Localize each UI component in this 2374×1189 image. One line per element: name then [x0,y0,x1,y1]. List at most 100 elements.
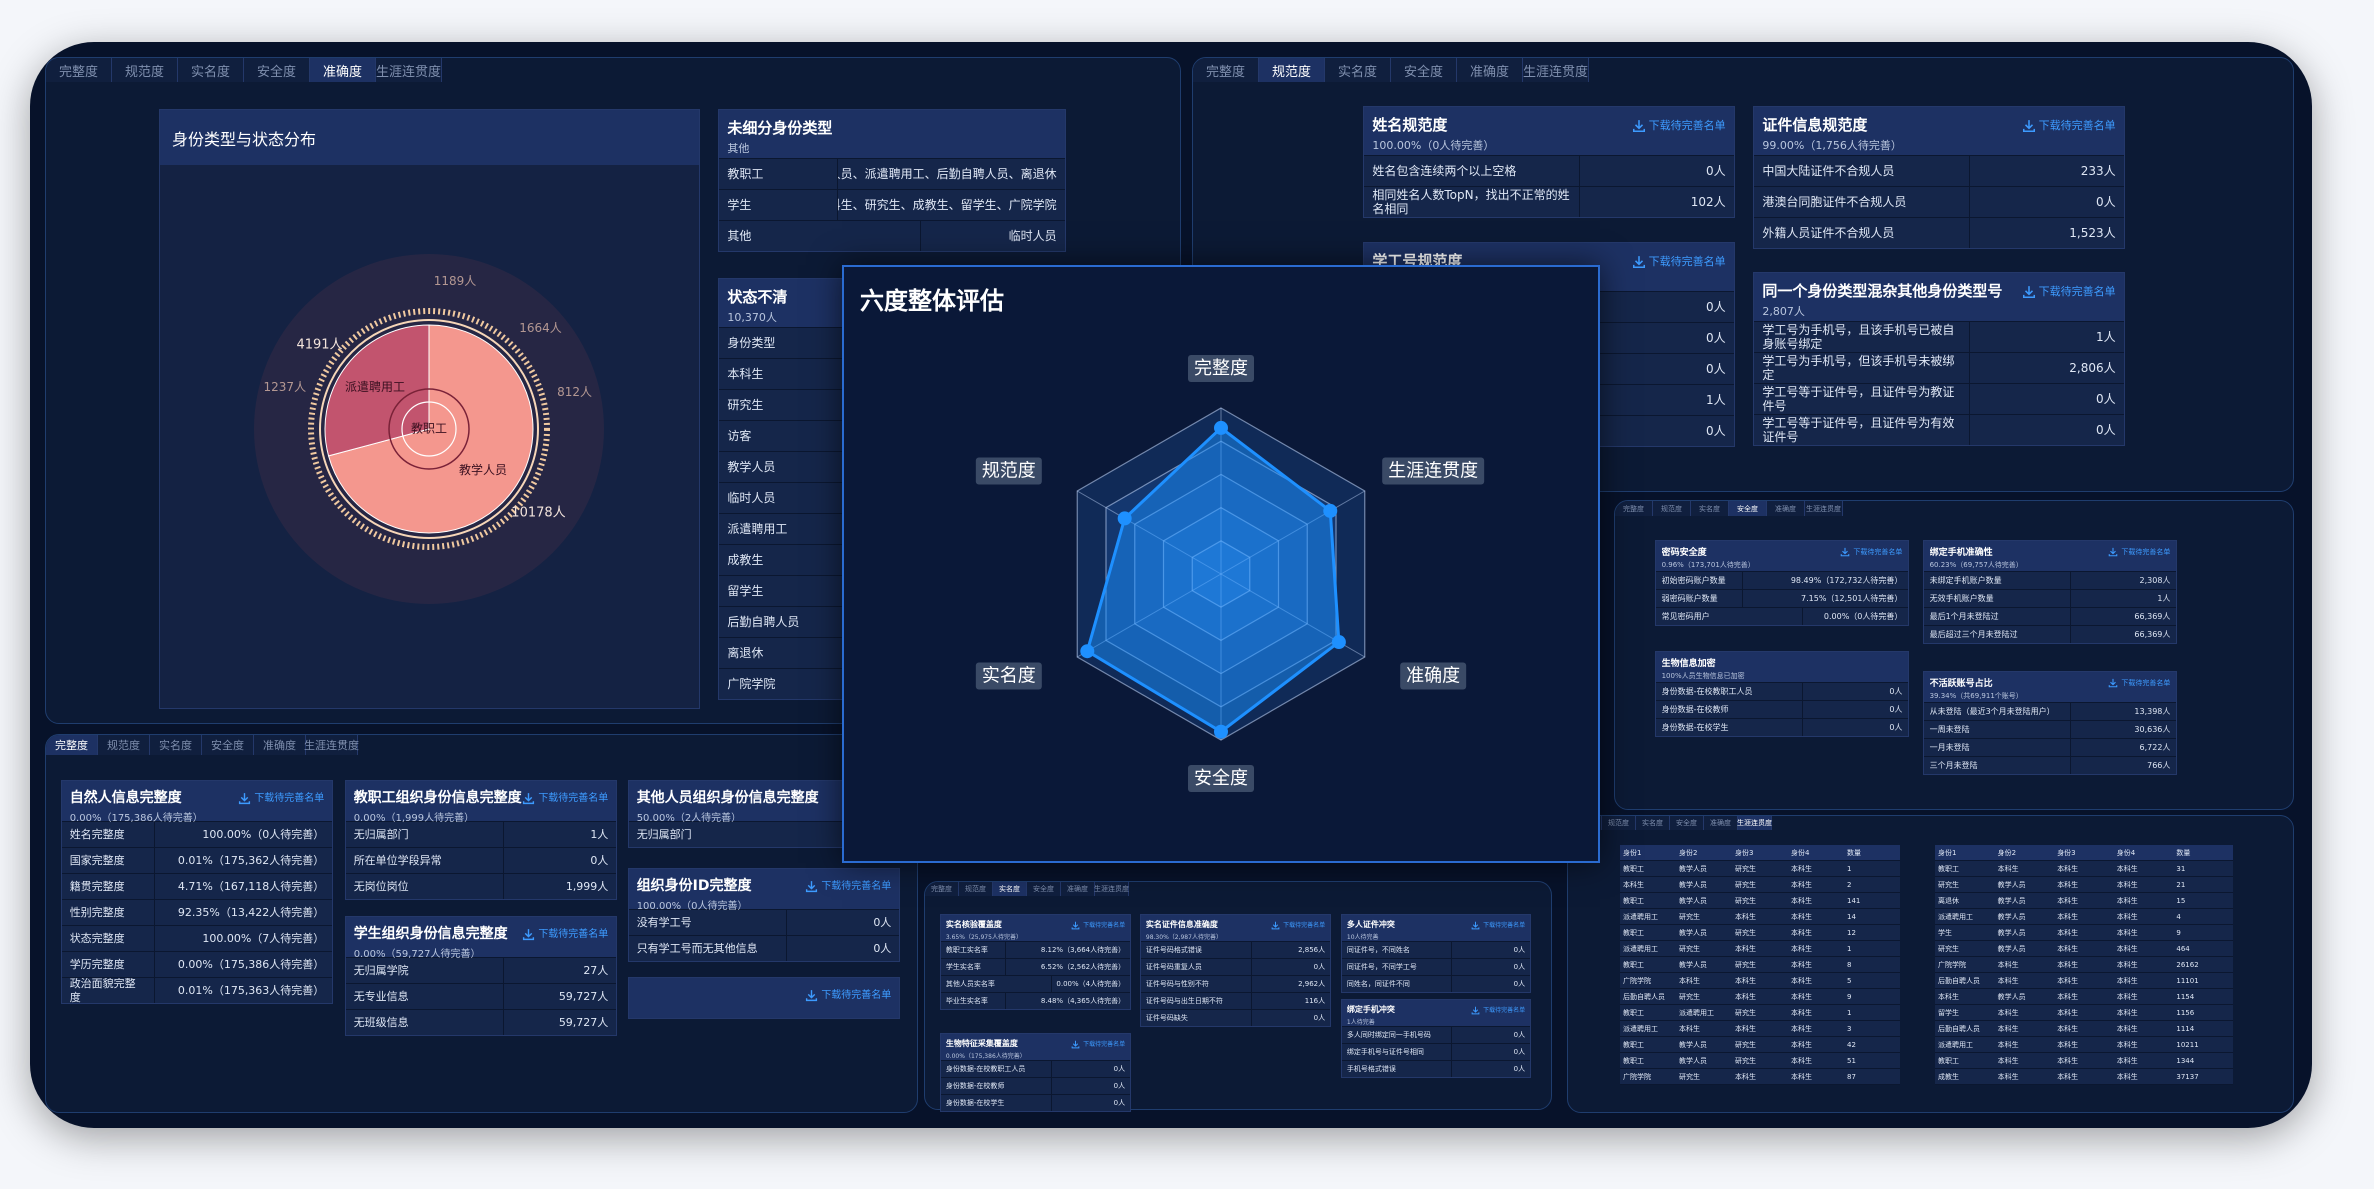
tab[interactable]: 安全度 [1670,816,1704,830]
tab[interactable]: 安全度 [1729,501,1767,516]
table-row: 无归属部门 [629,821,899,847]
download-link[interactable]: 下载待完善名单 [1471,1005,1525,1015]
chart-card: 身份类型与状态分布 教学人员 10178人 派遣聘用工 4191人 教职工 1189人 166… [159,109,700,709]
download-link[interactable]: 下载待完善名单 [805,986,891,1002]
tab[interactable]: 规范度 [98,735,150,755]
download-link[interactable]: 下载待完善名单 [238,789,324,805]
card-header: 生物信息加密 100%人员生物信息已加密 [1656,652,1908,682]
table-cell: 本科生 [1735,1024,1756,1033]
table-row: 最后1个月未登陆过 66,369人 [1924,607,2176,625]
table-cell: 教职工 [1623,928,1644,937]
tab[interactable]: 完整度 [925,882,959,896]
tab[interactable]: 实名度 [150,735,202,755]
tab[interactable]: 规范度 [112,58,178,82]
tab[interactable]: 安全度 [1027,882,1061,896]
tab[interactable]: 生涯连贯度 [376,58,442,82]
card: 密码安全度 0.96%（173,701人待完善） 下载待完善名单 初始密码账户数量 98… [1655,540,1909,626]
table-cell: 37137 [2176,1072,2199,1081]
row-label: 学生 [727,197,752,212]
table-cell: 本科生 [1791,1008,1812,1017]
card-title: 绑定手机冲突 [1346,1004,1395,1014]
tab[interactable]: 生涯连贯度 [1805,501,1843,516]
tab[interactable]: 生涯连贯度 [1094,882,1129,896]
row-value: 13,398人 [2070,703,2176,720]
card-subtitle: 60.23%（69,757人待完善） [1929,561,2023,570]
row-value: 0.00%（175,386人待完善） [153,952,332,977]
row-label: 广院学院 [727,676,776,691]
tab[interactable]: 准确度 [254,735,306,755]
radar-point [1214,724,1228,739]
tab[interactable]: 规范度 [1602,816,1636,830]
row-value: 2,962人 [1250,976,1330,992]
tab[interactable]: 完整度 [1615,501,1653,516]
tab[interactable]: 安全度 [244,58,310,82]
tab[interactable]: 生涯连贯度 [1737,816,1772,830]
table-cell: 教学人员 [1679,1056,1707,1065]
tab[interactable]: 准确度 [1767,501,1805,516]
row-label: 无班级信息 [353,1015,409,1029]
row-value: 7.15%（12,501人待完善） [1741,590,1908,607]
table-cell: 研究生 [1938,944,1959,953]
table-cell: 身份1 [1938,848,1957,857]
download-link[interactable]: 下载待完善名单 [522,789,608,805]
download-link[interactable]: 下载待完善名单 [1471,920,1525,930]
table-cell: 5 [1847,976,1852,985]
table-row: 留学生 本科生 本科生 本科生 1156 [1935,1005,2233,1021]
row-value: 教学人员、派遣聘用工、后勤自聘人员、离退休 [836,159,1065,189]
tab[interactable]: 准确度 [1457,58,1523,82]
tab[interactable]: 实名度 [178,58,244,82]
tab[interactable]: 完整度 [46,735,98,755]
row-label: 最后超过三个月未登陆过 [1929,629,2018,639]
tab[interactable]: 实名度 [1636,816,1670,830]
row-label: 学生实名率 [945,962,981,971]
tab[interactable]: 准确度 [310,58,376,82]
download-link[interactable]: 下载待完善名单 [1840,547,1902,557]
tab[interactable]: 实名度 [993,882,1027,896]
tab[interactable]: 生涯连贯度 [1523,58,1589,82]
tab[interactable]: 规范度 [959,882,993,896]
row-label: 派遣聘用工 [727,521,788,536]
table-cell: 本科生 [1997,864,2019,873]
download-link[interactable]: 下载待完善名单 [1071,1039,1125,1049]
row-label: 学工号等于证件号，且证件号为有效证件号 [1762,415,1955,444]
table-cell: 教学人员 [1679,1040,1707,1049]
tab[interactable]: 准确度 [1061,882,1095,896]
table-cell: 教职工 [1623,864,1644,873]
download-link[interactable]: 下载待完善名单 [2108,547,2170,557]
download-link[interactable]: 下载待完善名单 [805,877,891,893]
tab[interactable]: 规范度 [1653,501,1691,516]
table-cell: 研究生 [1938,880,1959,889]
tab[interactable]: 规范度 [1259,58,1325,82]
table-cell: 21 [2176,880,2186,889]
tab[interactable]: 安全度 [1391,58,1457,82]
table-row: 弱密码账户数量 7.15%（12,501人待完善） [1656,589,1908,607]
table-cell: 本科生 [1735,1072,1756,1081]
download-icon [806,989,818,1001]
tab[interactable]: 完整度 [1193,58,1259,82]
download-link[interactable]: 下载待完善名单 [2022,283,2116,299]
download-link[interactable]: 下载待完善名单 [1071,920,1125,930]
download-link[interactable]: 下载待完善名单 [1632,253,1726,269]
download-link[interactable]: 下载待完善名单 [1632,117,1726,133]
tab[interactable]: 实名度 [1691,501,1729,516]
chart-title: 身份类型与状态分布 [160,110,699,165]
tab[interactable]: 实名度 [1325,58,1391,82]
tab[interactable]: 准确度 [1704,816,1738,830]
table-row: 教职工 教学人员 研究生 本科生 141 [1620,893,1900,909]
tab[interactable]: 完整度 [46,58,112,82]
table-row: 教职工 教学人员 研究生 本科生 1 [1620,861,1900,877]
download-link[interactable]: 下载待完善名单 [1271,920,1325,930]
row-label: 所在单位学段异常 [353,853,442,867]
table-row: 毕业生实名率 8.48%（4,365人待完善） [941,992,1130,1009]
table-row: 同姓名，同证件不同 0人 [1342,975,1530,992]
table-header: 身份1 身份2 身份3 身份4 数量 [1935,845,2233,861]
download-link[interactable]: 下载待完善名单 [2108,678,2170,688]
tab[interactable]: 生涯连贯度 [304,735,359,755]
row-label: 身份数据-在校学生 [945,1098,1005,1107]
download-link[interactable]: 下载待完善名单 [522,925,608,941]
tab[interactable]: 安全度 [202,735,254,755]
card: 姓名规范度 100.00%（0人待完善） 下载待完善名单 姓名包含连续两个以上空格 0人… [1363,106,1735,218]
download-link[interactable]: 下载待完善名单 [2022,117,2116,133]
download-text: 下载待完善名单 [1483,1007,1526,1015]
